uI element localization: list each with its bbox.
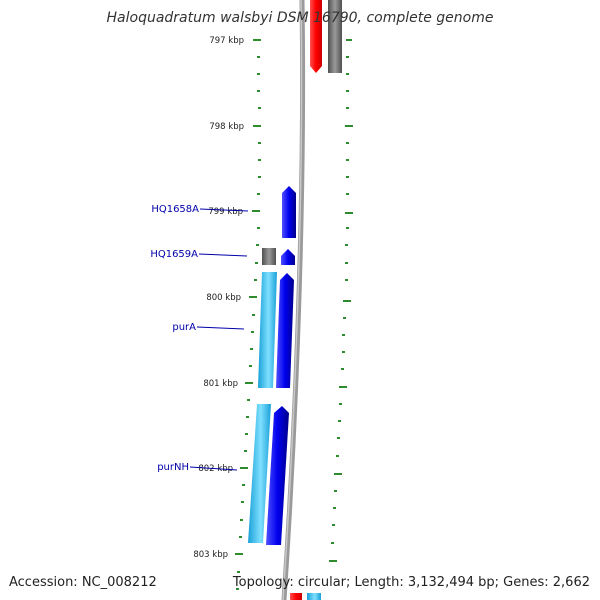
leader-purA <box>196 326 245 330</box>
gene-HQ1659A-arrow <box>281 249 295 265</box>
gene-label-purA[interactable]: purA <box>172 322 196 333</box>
feature-cyan-bottom <box>307 593 321 600</box>
tick-label-801: 801 kbp <box>203 379 238 389</box>
gene-label-HQ1658A[interactable]: HQ1658A <box>151 204 199 215</box>
gene-HQ1659A-grey-block <box>262 248 276 265</box>
genome-title: Haloquadratum walsbyi DSM 16790, complet… <box>106 10 494 26</box>
leader-HQ1658A <box>199 208 249 212</box>
tick-label-798: 798 kbp <box>209 122 244 132</box>
leader-HQ1659A <box>198 253 248 257</box>
feature-grey-top <box>328 0 342 73</box>
gene-label-HQ1659A[interactable]: HQ1659A <box>150 249 198 260</box>
right-ruler-ticks <box>329 39 353 562</box>
left-ruler-major-ticks <box>235 39 261 555</box>
genome-backbone-highlight <box>282 0 303 600</box>
gene-purA-arrow <box>276 273 294 388</box>
gene-purNH-arrow <box>266 406 289 545</box>
genome-summary-text: Topology: circular; Length: 3,132,494 bp… <box>232 575 590 590</box>
tick-label-803: 803 kbp <box>193 550 228 560</box>
leader-purNH <box>189 466 238 471</box>
gene-purNH-cds <box>248 404 271 543</box>
feature-red-arrow-core <box>310 0 322 73</box>
tick-label-800: 800 kbp <box>206 293 241 303</box>
feature-red-bottom <box>290 593 302 600</box>
gene-HQ1658A-arrow <box>282 186 296 238</box>
accession-text: Accession: NC_008212 <box>9 575 157 590</box>
gene-label-purNH[interactable]: purNH <box>157 462 189 473</box>
tick-label-799: 799 kbp <box>208 207 243 217</box>
tick-label-797: 797 kbp <box>209 36 244 46</box>
gene-purA-cds <box>258 272 277 388</box>
genome-backbone <box>281 0 306 600</box>
left-ruler-minor-ticks <box>236 56 261 590</box>
